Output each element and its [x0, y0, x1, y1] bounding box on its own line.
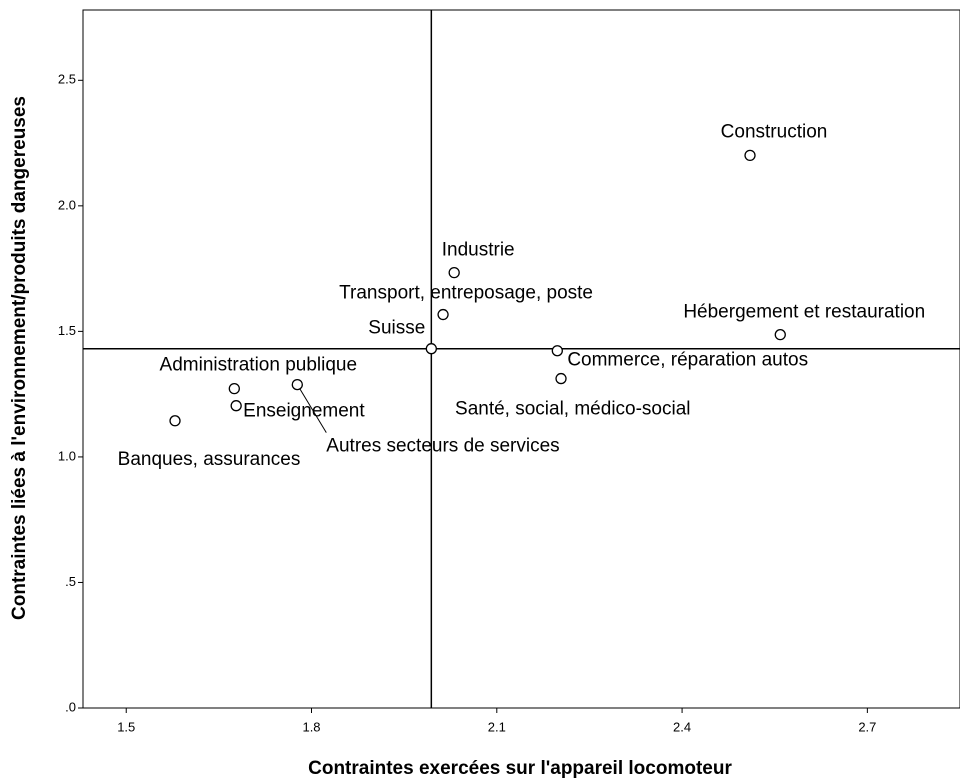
point [555, 372, 567, 385]
y-tick-label: 1.0 [58, 448, 76, 463]
point [228, 382, 240, 395]
point-label: Banques, assurances [118, 449, 301, 470]
plot-frame [82, 9, 960, 709]
x-tick-label: 2.1 [488, 719, 506, 734]
point-label: Commerce, réparation autos [567, 350, 808, 371]
point-label: Construction [721, 121, 828, 142]
point [169, 415, 181, 427]
point [774, 328, 786, 341]
y-tick-label: .5 [65, 574, 76, 589]
x-tick-label: 2.7 [858, 719, 876, 734]
y-tick-label: .0 [65, 699, 76, 714]
point-label: Administration publique [160, 355, 358, 376]
point [230, 400, 242, 412]
point-label: Industrie [442, 240, 515, 261]
x-tick-label: 1.5 [117, 719, 135, 734]
point-label: Enseignement [243, 401, 365, 422]
point [448, 266, 460, 279]
point [744, 149, 756, 162]
x-tick-label: 1.8 [302, 719, 320, 734]
point-label: Autres secteurs de services [326, 436, 559, 457]
y-tick-label: 1.5 [58, 323, 76, 338]
y-tick-label: 2.0 [58, 197, 76, 212]
point [425, 343, 437, 355]
point-label: Suisse [368, 318, 425, 339]
x-axis-title: Contraintes exercées sur l'appareil loco… [308, 758, 732, 778]
point-label: Transport, entreposage, poste [339, 283, 593, 304]
x-tick-label: 2.4 [673, 719, 691, 734]
point-label: Hébergement et restauration [683, 302, 925, 323]
point [551, 345, 563, 357]
point [437, 308, 449, 321]
y-tick-label: 2.5 [58, 72, 76, 87]
leader-line [296, 384, 327, 433]
point [291, 378, 303, 391]
y-axis-title: Contraintes liées à l'environnement/prod… [9, 96, 30, 620]
point-label: Santé, social, médico-social [455, 399, 690, 420]
